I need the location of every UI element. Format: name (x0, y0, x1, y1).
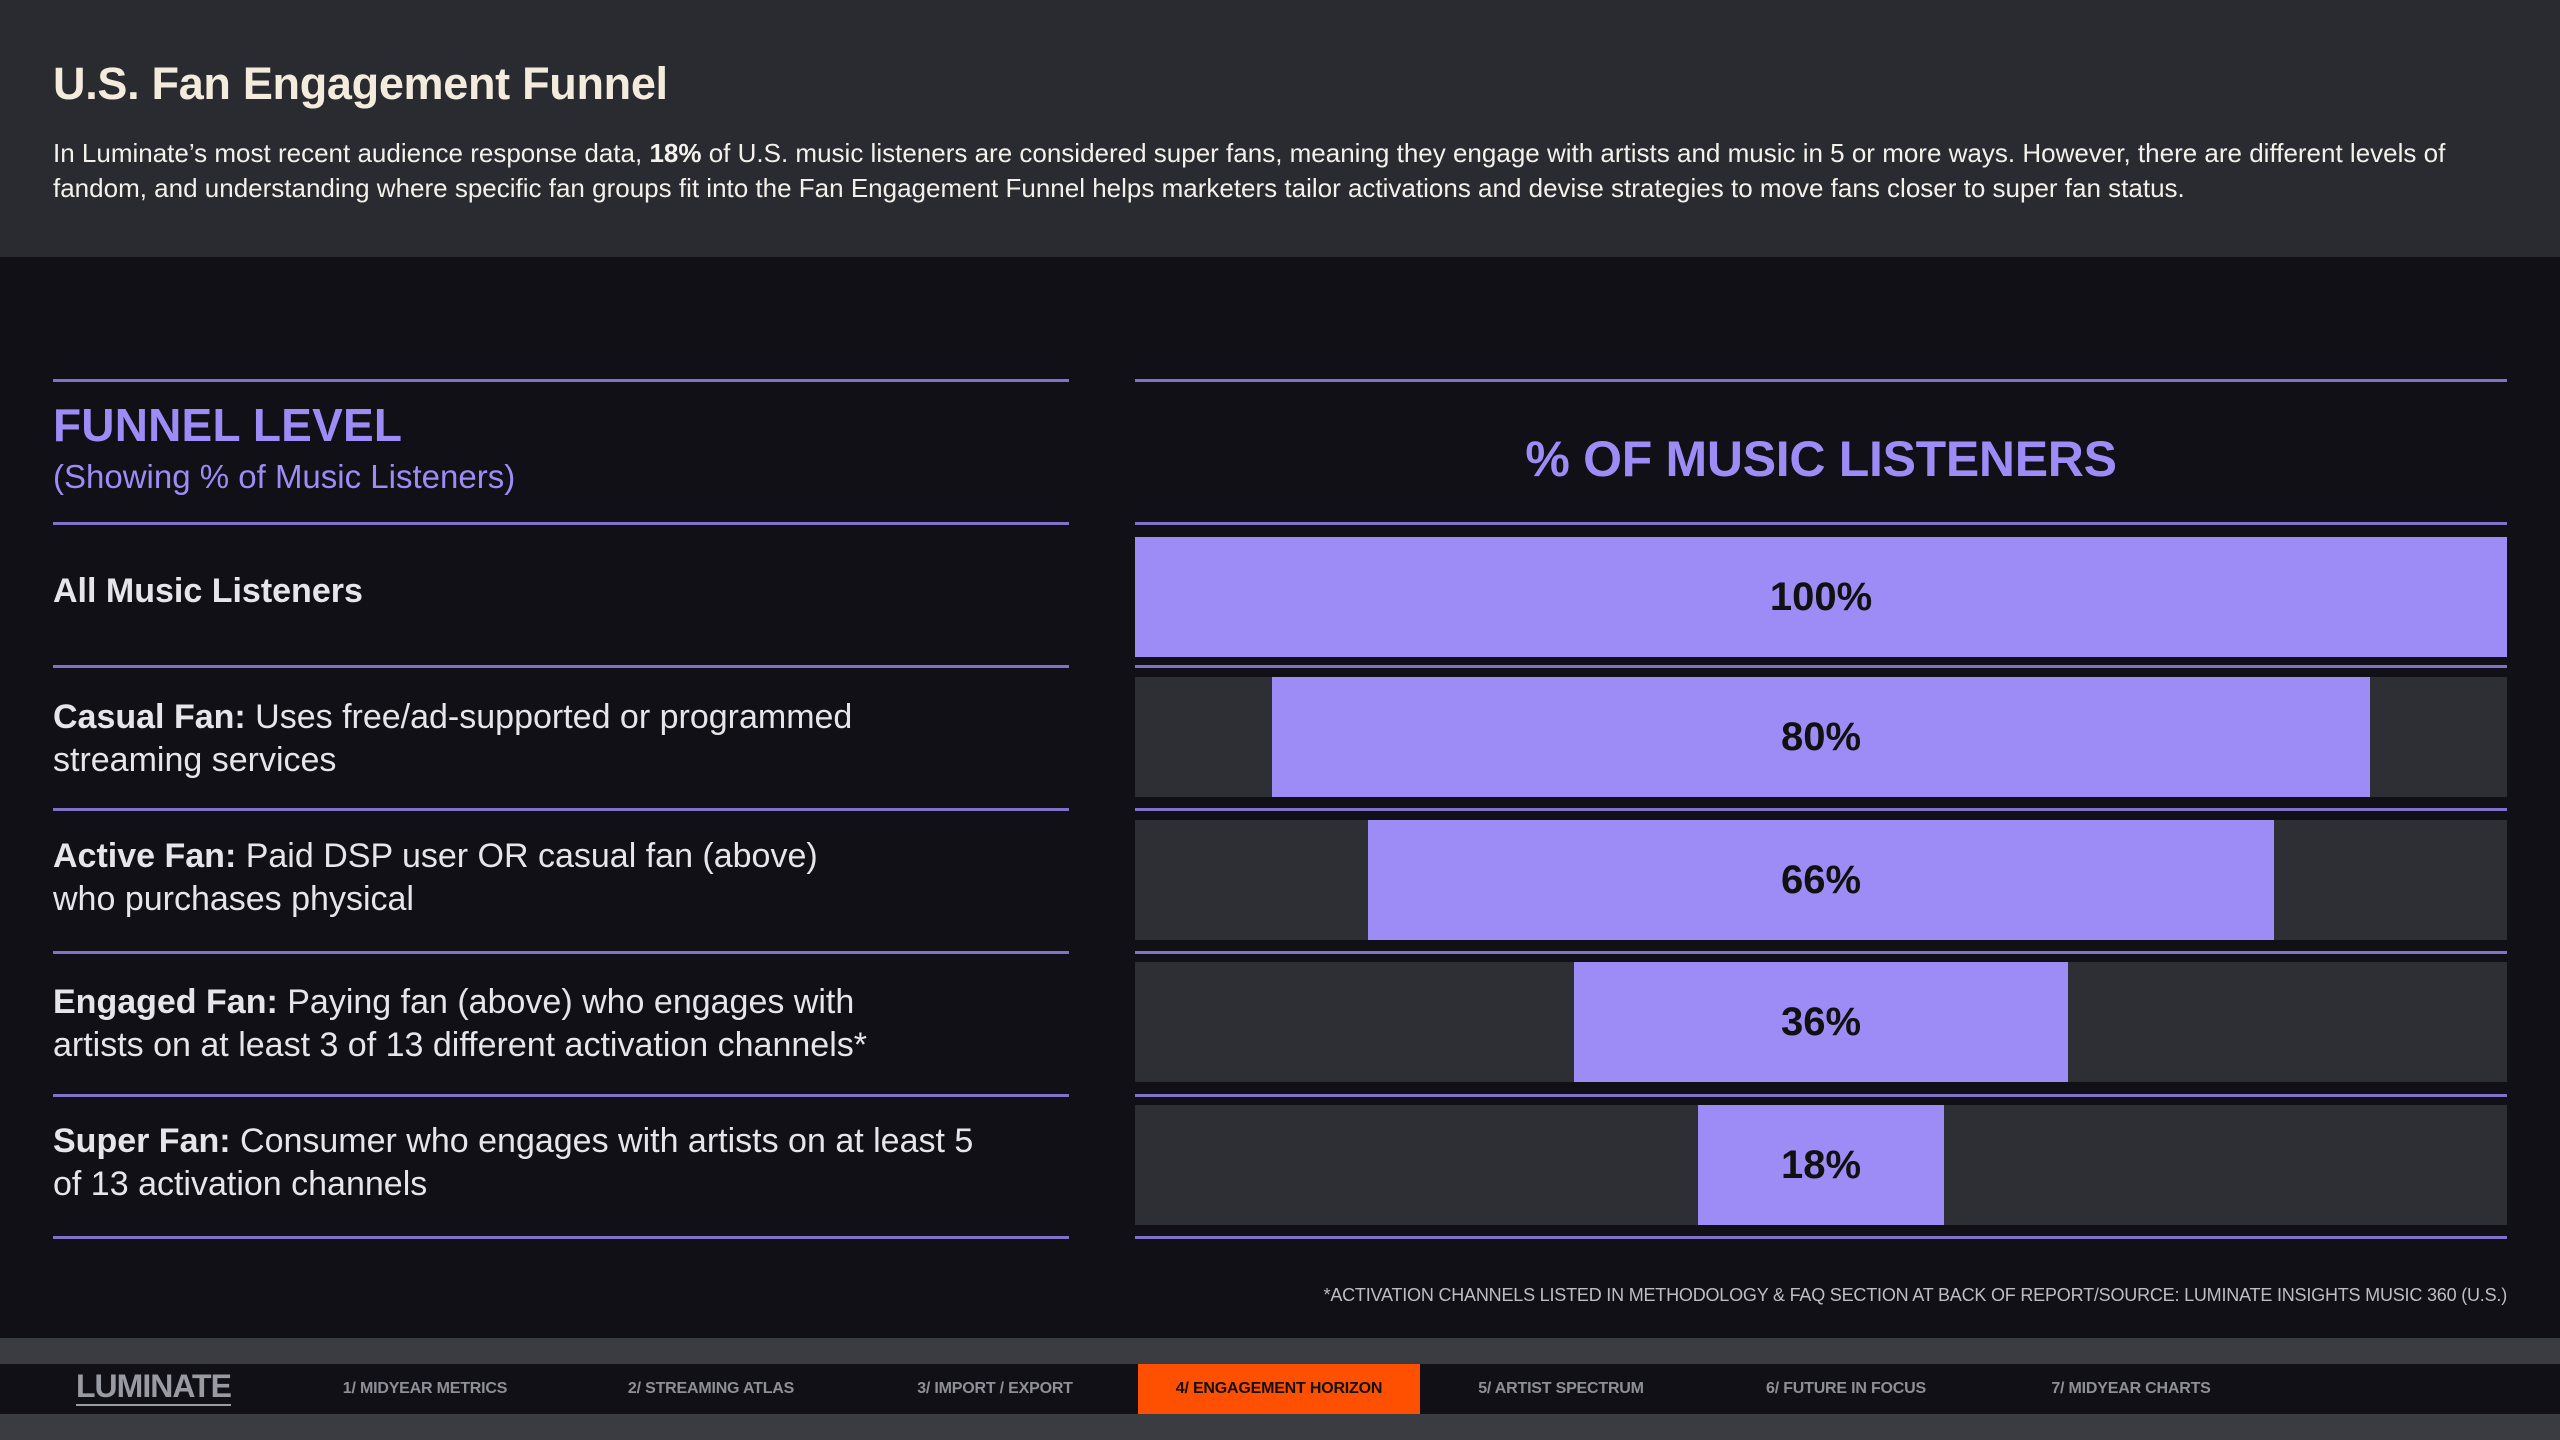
footer-strip (0, 1338, 2560, 1364)
bar-value-label: 36% (1780, 1000, 1862, 1044)
divider (53, 665, 1069, 668)
divider (1135, 522, 2507, 525)
bar (1697, 1105, 1945, 1225)
divider (1135, 1236, 2507, 1239)
funnel-level-heading: FUNNEL LEVEL (53, 399, 403, 451)
divider (53, 1094, 1069, 1097)
divider (1135, 379, 2507, 382)
nav-tab-midyear-charts[interactable]: 7/ MIDYEAR CHARTS (2051, 1380, 2211, 1397)
divider (53, 1236, 1069, 1239)
nav-tab-streaming-atlas[interactable]: 2/ STREAMING ATLAS (627, 1380, 795, 1397)
description-text-2: of U.S. music listeners are considered s… (53, 138, 2446, 203)
level-name: All Music Listeners (53, 572, 363, 610)
footnote: *ACTIVATION CHANNELS LISTED IN METHODOLO… (1323, 1285, 2508, 1305)
divider (53, 379, 1069, 382)
chart-title: % OF MUSIC LISTENERS (1525, 431, 2117, 487)
divider (53, 951, 1069, 954)
description-text-1: In Luminate’s most recent audience respo… (53, 138, 650, 168)
nav-tab-midyear-metrics[interactable]: 1/ MIDYEAR METRICS (342, 1380, 508, 1397)
page-title: U.S. Fan Engagement Funnel (53, 58, 668, 109)
nav-tab-future-in-focus[interactable]: 6/ FUTURE IN FOCUS (1766, 1380, 1926, 1397)
level-name: Casual Fan: (53, 698, 246, 736)
nav-tab-engagement-horizon[interactable]: 4/ ENGAGEMENT HORIZON (1138, 1364, 1420, 1414)
divider (1135, 665, 2507, 668)
bar-value-label: 80% (1780, 715, 1862, 759)
level-desc: Paying fan (above) who engages with arti… (53, 983, 867, 1064)
level-name: Super Fan: (53, 1122, 231, 1160)
nav-tab-artist-spectrum[interactable]: 5/ ARTIST SPECTRUM (1478, 1380, 1644, 1397)
bar (1574, 962, 2068, 1082)
header: U.S. Fan Engagement Funnel In Luminate’s… (0, 0, 2560, 257)
level-desc: Paid DSP user OR casual fan (above) who … (53, 837, 818, 918)
bar-track: 66% (1135, 820, 2507, 940)
description-highlight: 18% (649, 138, 702, 168)
funnel-level-row: All Music Listeners (53, 570, 1069, 613)
divider (1135, 808, 2507, 811)
funnel-level-row: Super Fan: Consumer who engages with art… (53, 1120, 1003, 1206)
divider (1135, 1094, 2507, 1097)
nav-tab-import-export[interactable]: 3/ IMPORT / EXPORT (917, 1380, 1073, 1397)
funnel-level-row: Active Fan: Paid DSP user OR casual fan … (53, 835, 853, 921)
funnel-level-row: Engaged Fan: Paying fan (above) who enga… (53, 981, 953, 1067)
divider (1135, 951, 2507, 954)
bar-value-label: 66% (1780, 858, 1862, 902)
divider (53, 808, 1069, 811)
bar (1135, 537, 2507, 657)
bar-track: 18% (1135, 1105, 2507, 1225)
bar-value-label: 100% (1769, 575, 1873, 619)
divider (53, 522, 1069, 525)
bar-value-label: 18% (1780, 1143, 1862, 1187)
funnel-level-subheading: (Showing % of Music Listeners) (53, 458, 516, 495)
luminate-logo[interactable]: LUMINATE (76, 1368, 232, 1406)
bar-track: 80% (1135, 677, 2507, 797)
bar (1272, 677, 2370, 797)
level-desc: Consumer who engages with artists on at … (53, 1122, 974, 1203)
level-name: Active Fan: (53, 837, 237, 875)
level-name: Engaged Fan: (53, 983, 278, 1021)
bar (1368, 820, 2274, 940)
funnel-level-row: Casual Fan: Uses free/ad-supported or pr… (53, 696, 913, 782)
page-description: In Luminate’s most recent audience respo… (53, 136, 2503, 206)
footer-strip (0, 1414, 2560, 1440)
bar-track: 100% (1135, 537, 2507, 657)
level-desc: Uses free/ad-supported or programmed str… (53, 698, 853, 779)
bar-track: 36% (1135, 962, 2507, 1082)
